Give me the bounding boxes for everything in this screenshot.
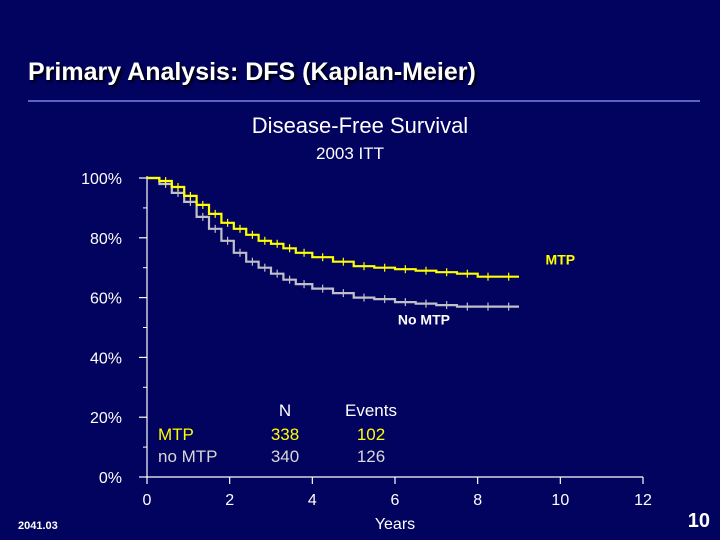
risk-table-row-label: MTP (158, 425, 194, 444)
curve-label: MTP (546, 252, 576, 268)
y-tick-label: 100% (81, 171, 122, 188)
page-number: 10 (687, 510, 710, 532)
y-tick-label: 20% (90, 410, 122, 427)
y-tick-label: 0% (99, 470, 122, 487)
chart-subtitle: 2003 ITT (316, 144, 385, 163)
y-tick-label: 40% (90, 350, 122, 367)
x-tick-label: 10 (551, 492, 569, 509)
risk-table-header-events: Events (345, 401, 397, 420)
x-axis-label: Years (375, 516, 415, 533)
title-divider (28, 100, 700, 102)
x-tick-label: 8 (473, 492, 482, 509)
survival-curve-mtp (147, 176, 519, 278)
slide-title: Primary Analysis: DFS (Kaplan-Meier) (28, 58, 476, 86)
footer-code: 2041.03 (18, 520, 58, 532)
x-tick-label: 2 (225, 492, 234, 509)
y-tick-label: 80% (90, 231, 122, 248)
x-tick-label: 0 (143, 492, 152, 509)
risk-table-events: 102 (357, 425, 385, 444)
survival-curve-no-mtp (147, 176, 519, 308)
risk-table-n: 338 (271, 425, 299, 444)
risk-table-row-label: no MTP (158, 447, 218, 466)
y-tick-label: 60% (90, 291, 122, 308)
x-tick-label: 12 (634, 492, 652, 509)
risk-table-n: 340 (271, 447, 299, 466)
risk-table-header-n: N (279, 401, 291, 420)
x-tick-label: 4 (308, 492, 317, 509)
risk-table-events: 126 (357, 447, 385, 466)
chart-title: Disease-Free Survival (251, 113, 469, 138)
x-tick-label: 6 (391, 492, 400, 509)
curve-label: No MTP (398, 312, 450, 328)
